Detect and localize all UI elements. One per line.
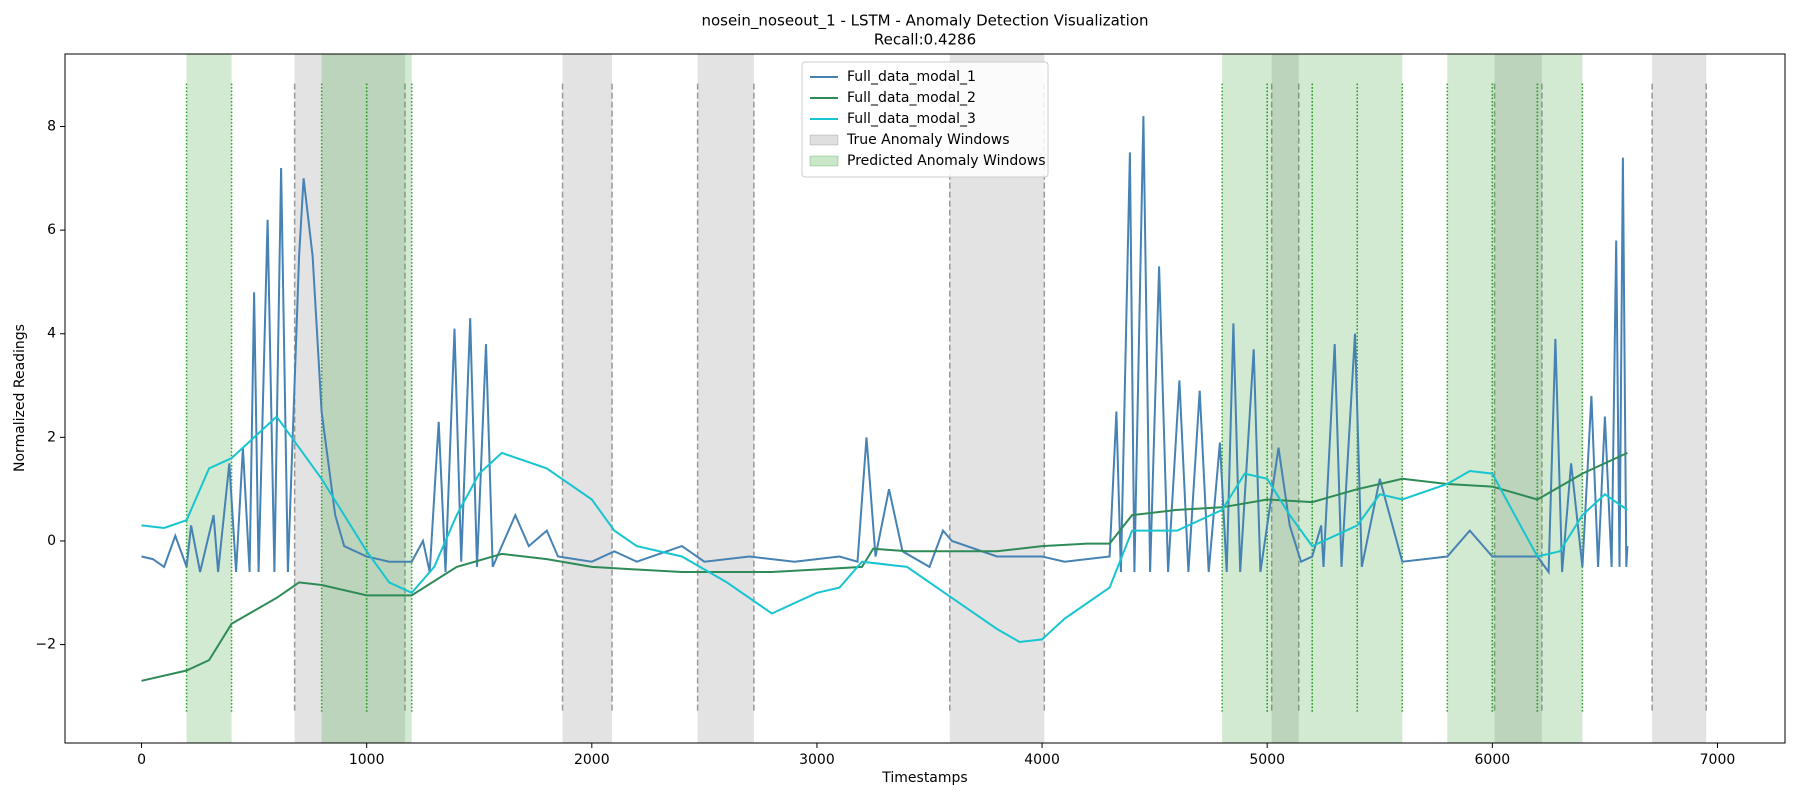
anomaly-window	[1447, 54, 1493, 743]
y-tick-label: 6	[47, 222, 56, 238]
y-tick-label: 8	[47, 119, 56, 135]
y-tick-label: 0	[47, 533, 56, 549]
x-tick-label: 1000	[349, 752, 385, 768]
y-tick-label: 2	[47, 429, 56, 445]
series-line	[141, 451, 1628, 682]
anomaly-window	[1267, 54, 1313, 743]
anomaly-window	[1312, 54, 1358, 743]
legend-box	[801, 61, 1049, 178]
anomaly-window	[1357, 54, 1403, 743]
y-axis-label: Normalized Readings	[12, 324, 28, 472]
x-tick-label: 2000	[574, 752, 610, 768]
legend-label: Full_data_modal_3	[847, 111, 976, 127]
anomaly-window	[1271, 54, 1299, 743]
y-tick-label: 4	[47, 326, 56, 342]
anomaly-window	[1537, 54, 1583, 743]
x-tick-label: 5000	[1249, 752, 1285, 768]
legend-label: Full_data_modal_1	[847, 69, 976, 85]
x-tick-label: 6000	[1475, 752, 1511, 768]
anomaly-window	[1494, 54, 1542, 743]
legend-swatch	[809, 155, 839, 167]
anomaly-window	[562, 54, 613, 743]
legend: Full_data_modal_1 Full_data_modal_2 Full_d…	[801, 61, 1049, 178]
series-line	[141, 415, 1628, 644]
anomaly-window	[1652, 54, 1707, 743]
legend-swatch	[809, 134, 839, 146]
x-tick-label: 4000	[1024, 752, 1060, 768]
anomaly-window	[294, 54, 405, 743]
plot-area	[141, 54, 1707, 743]
x-axis-label: Timestamps	[881, 770, 967, 786]
legend-label: True Anomaly Windows	[846, 132, 1010, 148]
x-tick-label: 0	[137, 752, 146, 768]
anomaly-window	[1492, 54, 1538, 743]
anomaly-window	[697, 54, 754, 743]
axes-frame	[64, 53, 1786, 744]
chart-title: nosein_noseout_1 - LSTM - Anomaly Detect…	[701, 12, 1148, 31]
x-tick-label: 7000	[1700, 752, 1736, 768]
y-tick-label: −2	[35, 637, 56, 653]
legend-label: Predicted Anomaly Windows	[847, 153, 1046, 169]
anomaly-window	[366, 54, 412, 743]
anomaly-window	[1222, 54, 1268, 743]
x-tick-label: 3000	[799, 752, 835, 768]
legend-label: Full_data_modal_2	[847, 90, 976, 106]
series-line	[141, 116, 1629, 575]
chart-subtitle: Recall:0.4286	[874, 31, 976, 49]
anomaly-window	[186, 54, 232, 743]
anomaly-window	[321, 54, 367, 743]
